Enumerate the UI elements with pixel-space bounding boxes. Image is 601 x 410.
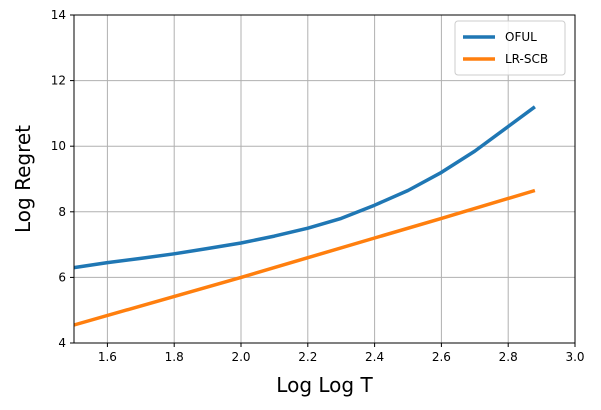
y-axis-ticks: 4 6 8 10 12 14 <box>51 8 74 350</box>
x-tick-label: 2.0 <box>231 350 250 364</box>
x-tick-label: 2.2 <box>298 350 317 364</box>
x-axis-ticks: 1.6 1.8 2.0 2.2 2.4 2.6 2.8 3.0 <box>98 343 585 364</box>
x-tick-label: 2.4 <box>365 350 384 364</box>
legend: OFUL LR-SCB <box>454 20 566 76</box>
series-line-oful <box>73 105 536 270</box>
x-tick-label: 1.8 <box>165 350 184 364</box>
legend-box <box>454 20 566 76</box>
y-tick-label: 10 <box>51 139 66 153</box>
legend-label-lr-scb: LR-SCB <box>505 52 548 66</box>
y-tick-label: 14 <box>51 8 66 22</box>
x-tick-label: 3.0 <box>565 350 584 364</box>
plot-frame <box>73 14 576 344</box>
y-tick-label: 4 <box>58 336 66 350</box>
series-line-lr-scb <box>73 188 536 327</box>
x-tick-label: 2.8 <box>499 350 518 364</box>
y-axis-label: Log Regret <box>11 125 35 233</box>
series-layer <box>73 105 536 327</box>
y-tick-label: 6 <box>58 270 66 284</box>
y-tick-label: 8 <box>58 205 66 219</box>
legend-label-oful: OFUL <box>505 30 537 44</box>
x-tick-label: 2.6 <box>432 350 451 364</box>
x-tick-label: 1.6 <box>98 350 117 364</box>
y-tick-label: 12 <box>51 74 66 88</box>
x-axis-label: Log Log T <box>276 373 373 397</box>
